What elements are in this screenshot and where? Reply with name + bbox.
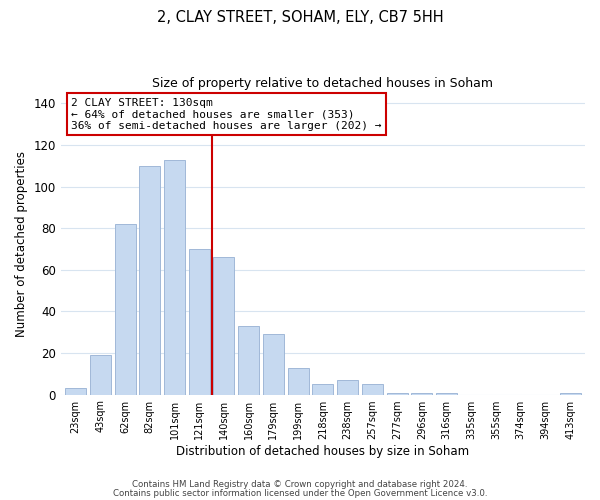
Bar (560, 392, 581, 394)
Bar (139, 166, 160, 394)
Text: Contains HM Land Registry data © Crown copyright and database right 2024.: Contains HM Land Registry data © Crown c… (132, 480, 468, 489)
Bar (362, 384, 383, 394)
Bar (164, 160, 185, 394)
Y-axis label: Number of detached properties: Number of detached properties (15, 151, 28, 337)
Text: 2, CLAY STREET, SOHAM, ELY, CB7 5HH: 2, CLAY STREET, SOHAM, ELY, CB7 5HH (157, 10, 443, 25)
Text: 2 CLAY STREET: 130sqm
← 64% of detached houses are smaller (353)
36% of semi-det: 2 CLAY STREET: 130sqm ← 64% of detached … (71, 98, 382, 131)
Bar (214, 258, 235, 394)
Bar (337, 380, 358, 394)
Bar (189, 249, 210, 394)
Bar (90, 355, 111, 395)
Text: Contains public sector information licensed under the Open Government Licence v3: Contains public sector information licen… (113, 489, 487, 498)
Bar (287, 368, 308, 394)
X-axis label: Distribution of detached houses by size in Soham: Distribution of detached houses by size … (176, 444, 469, 458)
Bar (386, 392, 407, 394)
Bar (436, 392, 457, 394)
Bar (411, 392, 433, 394)
Bar (65, 388, 86, 394)
Bar (263, 334, 284, 394)
Bar (238, 326, 259, 394)
Bar (115, 224, 136, 394)
Title: Size of property relative to detached houses in Soham: Size of property relative to detached ho… (152, 78, 493, 90)
Bar (313, 384, 334, 394)
